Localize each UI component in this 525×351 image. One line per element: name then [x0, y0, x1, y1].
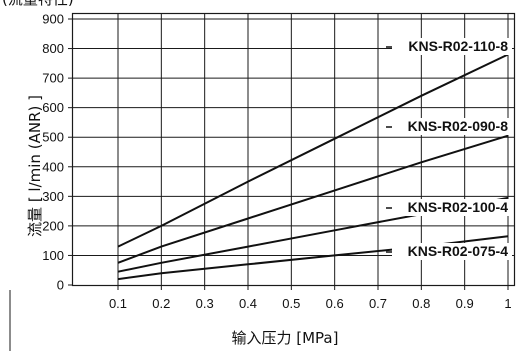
series-label: KNS-R02-100-4 — [408, 199, 509, 215]
y-tick-label: 600 — [42, 100, 64, 115]
y-axis-label: 流量 [ l/min (ANR) ] — [26, 95, 44, 237]
y-tick-label: 700 — [42, 71, 64, 86]
x-tick-label: 0.5 — [282, 296, 300, 311]
x-tick-label: 0.4 — [239, 296, 257, 311]
x-tick-label: 0.2 — [152, 296, 170, 311]
plot-frame — [71, 12, 516, 287]
y-tick-labels: 0 100 200 300 400 500 600 700 800 900 — [42, 12, 64, 293]
series-label-bg — [392, 199, 512, 216]
series-line-kns-r02-090-8 — [117, 134, 509, 264]
series-label-bg — [392, 38, 512, 55]
series-label-bg — [392, 118, 512, 135]
series-label-bg — [392, 243, 512, 260]
y-tick-label: 400 — [42, 159, 64, 174]
y-tick-label: 800 — [42, 41, 64, 56]
series-labels: KNS-R02-110-8 KNS-R02-090-8 KNS-R02-100-4 K… — [386, 38, 512, 260]
x-tick-label: 0.9 — [456, 296, 474, 311]
y-tick-label: 300 — [42, 189, 64, 204]
series-label: KNS-R02-075-4 — [408, 243, 509, 259]
header-fragment: (流量特性) — [2, 0, 74, 8]
x-tick-label: 0.1 — [109, 296, 127, 311]
series-label: KNS-R02-090-8 — [408, 118, 509, 134]
y-tick-label: 900 — [42, 12, 64, 27]
series-line-kns-r02-110-8 — [117, 53, 509, 248]
y-tick-label: 0 — [57, 278, 64, 293]
x-tick-labels: 0.1 0.2 0.3 0.4 0.5 0.6 0.7 0.8 0.9 1 — [109, 296, 512, 311]
x-axis-label: 输入压力 [MPa] — [232, 329, 339, 347]
x-tick-label: 0.3 — [196, 296, 214, 311]
x-tick-label: 1 — [504, 296, 511, 311]
series-label: KNS-R02-110-8 — [408, 38, 508, 54]
y-tick-label: 500 — [42, 130, 64, 145]
grid — [68, 14, 514, 290]
x-tick-label: 0.6 — [326, 296, 344, 311]
y-tick-label: 200 — [42, 218, 64, 233]
x-tick-label: 0.7 — [369, 296, 387, 311]
y-tick-label: 100 — [42, 248, 64, 263]
x-tick-label: 0.8 — [412, 296, 430, 311]
